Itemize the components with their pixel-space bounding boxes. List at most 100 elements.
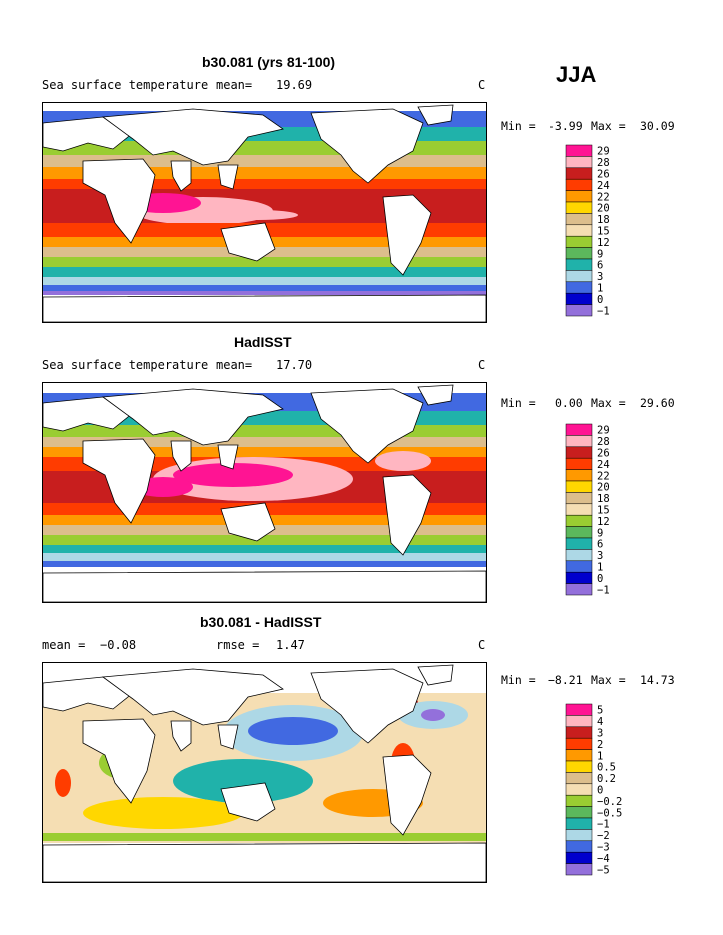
- colorbar-swatch: [565, 560, 593, 573]
- panel1-map: [42, 102, 487, 323]
- colorbar-swatch: [565, 783, 593, 796]
- panel1-min-value: -3.99: [548, 119, 583, 133]
- colorbar-swatch: [565, 270, 593, 283]
- p1-band-polar-s2: [43, 285, 486, 291]
- panel3-max-label: Max =: [591, 673, 626, 687]
- colorbar-swatch: [565, 726, 593, 739]
- colorbar-swatch: [565, 167, 593, 180]
- p2-land-africa: [82, 438, 156, 524]
- colorbar-swatch: [565, 737, 593, 750]
- panel2-min-value: 0.00: [555, 396, 583, 410]
- colorbar-tick-label: 18: [597, 214, 610, 226]
- panel1-variable: Sea surface temperature: [42, 78, 209, 92]
- colorbar-swatch: [565, 213, 593, 226]
- colorbar-tick-label: −5: [597, 864, 610, 876]
- colorbar-tick-label: 1: [597, 562, 603, 574]
- panel3-max-value: 14.73: [640, 673, 675, 687]
- colorbar-swatch: [565, 235, 593, 248]
- colorbar-tick-label: 15: [597, 505, 610, 517]
- p2-band-subtrop-n: [43, 447, 486, 457]
- colorbar-tick-label: 6: [597, 260, 603, 272]
- colorbar-tick-label: −0.5: [597, 807, 622, 819]
- colorbar-swatch: [565, 446, 593, 459]
- panel1-max-value: 30.09: [640, 119, 675, 133]
- colorbar-tick-label: −0.2: [597, 796, 622, 808]
- panel1-map-svg: [43, 103, 486, 322]
- p2-land-australia: [220, 502, 276, 542]
- colorbar-tick-label: 22: [597, 470, 610, 482]
- colorbar-tick-label: −3: [597, 842, 610, 854]
- colorbar-swatch: [565, 281, 593, 294]
- p3-land-india: [170, 720, 192, 752]
- colorbar-swatch: [565, 492, 593, 505]
- colorbar-tick-label: 4: [597, 716, 603, 728]
- colorbar-tick-label: 20: [597, 203, 610, 215]
- colorbar-swatch: [565, 435, 593, 448]
- panel3-min-label: Min =: [501, 673, 536, 687]
- colorbar-swatch: [565, 457, 593, 470]
- p3-diff-north-pacific-core: [248, 717, 338, 745]
- p2-band-midlat-n2: [43, 437, 486, 447]
- p3-diff-west-edge: [55, 769, 71, 797]
- colorbar-tick-label: 3: [597, 271, 603, 283]
- colorbar-tick-label: 12: [597, 237, 610, 249]
- panel2-title: HadISST: [234, 334, 292, 350]
- p3-land-seasia: [217, 724, 239, 750]
- panel1-colorbar: 29 28 26 24 22 20 18 15 12 9 6 3 1 0 −1: [565, 144, 626, 321]
- colorbar-tick-label: 3: [597, 728, 603, 740]
- colorbar-tick-label: 9: [597, 248, 603, 260]
- colorbar-swatch: [565, 571, 593, 584]
- colorbar-tick-label: 28: [597, 157, 610, 169]
- panel3-rmse-label: rmse =: [216, 638, 260, 652]
- colorbar-tick-label: 20: [597, 482, 610, 494]
- colorbar-swatch: [565, 760, 593, 773]
- panel2-variable: Sea surface temperature: [42, 358, 209, 372]
- p3-diff-south-pacific: [173, 759, 313, 803]
- p1-band-polar-s3: [43, 291, 486, 295]
- colorbar-tick-label: 0: [597, 785, 603, 797]
- colorbar-swatch: [565, 503, 593, 516]
- colorbar-swatch: [565, 480, 593, 493]
- colorbar-swatch: [565, 144, 593, 157]
- colorbar-swatch: [565, 514, 593, 527]
- colorbar-tick-label: 0.5: [597, 762, 616, 774]
- colorbar-tick-label: 0.2: [597, 773, 616, 785]
- p1-warmpool-ext: [218, 210, 298, 220]
- colorbar-tick-label: 26: [597, 169, 610, 181]
- p1-land-india: [170, 160, 192, 192]
- colorbar-swatch: [565, 715, 593, 728]
- p1-land-africa: [82, 158, 156, 244]
- p1-land-antarctica: [43, 294, 486, 322]
- p3-continents: [43, 664, 486, 882]
- colorbar-tick-label: 29: [597, 146, 610, 158]
- panel2-map: [42, 382, 487, 603]
- panel1-units: C: [478, 78, 486, 92]
- p1-land-south-america: [382, 194, 432, 276]
- panel1-mean-value: 19.69: [276, 78, 313, 92]
- p2-land-seasia: [217, 444, 239, 470]
- p3-diff-southern-ocean: [43, 833, 486, 841]
- colorbar-swatch: [565, 703, 593, 716]
- colorbar-swatch: [565, 292, 593, 305]
- colorbar-tick-label: −1: [597, 819, 610, 831]
- colorbar-swatch: [565, 469, 593, 482]
- colorbar-swatch: [565, 794, 593, 807]
- colorbar-swatch: [565, 526, 593, 539]
- p2-warm-atlantic: [375, 451, 431, 471]
- p2-land-asia: [101, 388, 284, 446]
- colorbar-tick-label: 1: [597, 750, 603, 762]
- colorbar-swatch: [565, 829, 593, 842]
- panel3-map: [42, 662, 487, 883]
- panel3-units: C: [478, 638, 486, 652]
- panel3-colorbar: 5 4 3 2 1 0.5 0.2 0 −0.2 −0.5 −1 −2 −3 −4 −5: [565, 703, 636, 880]
- p2-band-polar-s1: [43, 553, 486, 561]
- p1-band-polar-s1: [43, 277, 486, 285]
- panel3-map-svg: [43, 663, 486, 882]
- colorbar-swatch: [565, 304, 593, 317]
- colorbar-tick-label: 15: [597, 226, 610, 238]
- colorbar-swatch: [565, 258, 593, 271]
- panel2-max-label: Max =: [591, 396, 626, 410]
